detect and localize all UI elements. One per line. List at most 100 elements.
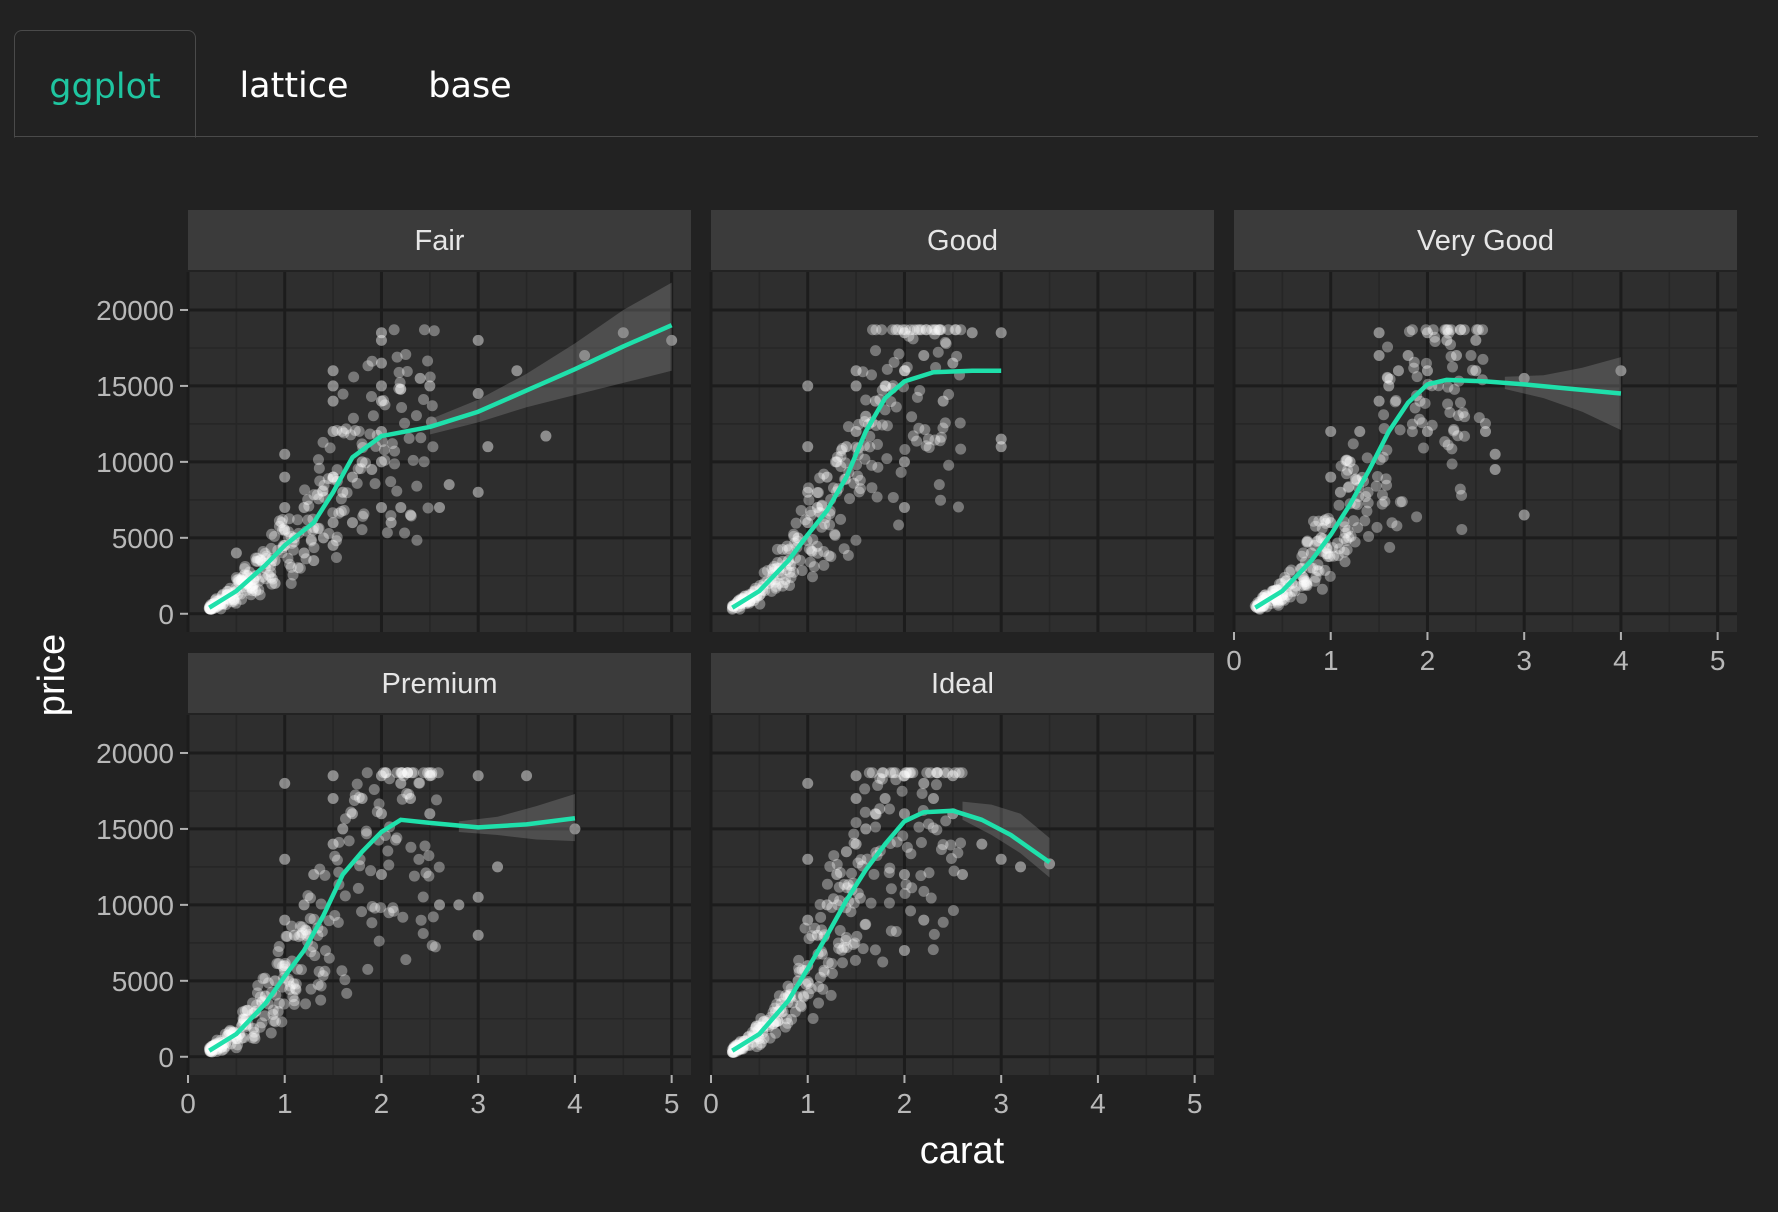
data-point — [934, 435, 946, 447]
data-point — [327, 380, 339, 392]
data-point — [338, 504, 350, 516]
tab-lattice[interactable]: lattice — [239, 66, 349, 106]
data-point — [838, 879, 850, 891]
data-point — [955, 837, 967, 849]
data-point — [424, 380, 436, 392]
data-point — [855, 854, 867, 866]
data-point — [482, 441, 494, 453]
data-point — [892, 324, 904, 336]
data-point — [337, 823, 349, 835]
data-point — [954, 417, 966, 429]
data-point — [949, 324, 961, 336]
data-point — [876, 773, 888, 785]
data-point — [292, 514, 304, 526]
data-point — [935, 431, 947, 443]
data-point — [825, 551, 837, 563]
data-point — [472, 929, 484, 941]
data-point — [262, 977, 274, 989]
data-point — [472, 486, 484, 498]
data-point — [283, 513, 295, 525]
data-point — [907, 333, 919, 345]
data-point — [781, 1013, 793, 1025]
data-point — [1414, 395, 1426, 407]
data-point — [1445, 339, 1457, 351]
data-point — [1477, 353, 1489, 365]
data-point — [369, 902, 381, 914]
data-point — [818, 966, 830, 978]
data-point — [1342, 464, 1354, 476]
data-point — [1376, 498, 1388, 510]
data-point — [919, 424, 931, 436]
data-point — [395, 383, 407, 395]
data-point — [755, 1012, 767, 1024]
data-point — [401, 365, 413, 377]
data-point — [277, 514, 289, 526]
data-point — [853, 418, 865, 430]
data-point — [311, 489, 323, 501]
data-point — [327, 471, 339, 483]
data-point — [1340, 468, 1352, 480]
data-point — [811, 540, 823, 552]
data-point — [267, 573, 279, 585]
data-point — [900, 879, 912, 891]
data-point — [375, 456, 387, 468]
tab-bar: ggplot lattice base — [0, 0, 1778, 140]
data-point — [1344, 456, 1356, 468]
data-point — [830, 456, 842, 468]
data-point — [995, 441, 1007, 453]
data-point — [1384, 373, 1396, 385]
data-point — [317, 485, 329, 497]
data-point — [806, 546, 818, 558]
data-point — [1444, 406, 1456, 418]
data-point — [937, 916, 949, 928]
data-point — [825, 989, 837, 1001]
data-point — [313, 966, 325, 977]
tab-ggplot[interactable]: ggplot — [14, 30, 196, 138]
data-point — [245, 589, 257, 601]
data-point — [1420, 357, 1432, 369]
data-point — [300, 924, 312, 936]
data-point — [870, 324, 882, 336]
data-point — [298, 547, 310, 559]
data-point — [929, 434, 941, 446]
data-point — [1318, 515, 1330, 527]
data-point — [1445, 324, 1457, 336]
y-tick-label: 5000 — [112, 523, 174, 554]
data-point — [276, 1016, 288, 1028]
data-point — [883, 897, 895, 909]
data-point — [333, 507, 345, 519]
data-point — [382, 845, 394, 857]
data-point — [424, 808, 436, 820]
x-axis-title: carat — [920, 1130, 1005, 1172]
data-point — [279, 960, 291, 972]
data-point — [850, 380, 862, 392]
data-point — [237, 1006, 249, 1018]
data-point — [898, 770, 910, 782]
data-point — [871, 438, 883, 450]
data-point — [389, 458, 401, 470]
data-point — [472, 334, 484, 346]
data-point — [305, 983, 317, 995]
data-point — [826, 901, 838, 913]
data-point — [874, 772, 886, 784]
data-point — [238, 1032, 250, 1044]
data-point — [847, 938, 859, 950]
data-point — [995, 853, 1007, 865]
data-point — [296, 927, 308, 939]
data-point — [942, 324, 954, 336]
data-point — [899, 324, 911, 336]
data-point — [1470, 334, 1482, 346]
data-point — [897, 830, 909, 842]
data-point — [228, 593, 240, 605]
data-point — [398, 770, 410, 782]
data-point — [323, 527, 335, 539]
data-point — [356, 793, 368, 805]
y-tick-label: 15000 — [96, 814, 174, 845]
tab-base[interactable]: base — [428, 66, 512, 106]
data-point — [1427, 324, 1439, 336]
data-point — [754, 598, 766, 610]
smooth-line — [731, 808, 1051, 1053]
data-point — [368, 783, 380, 795]
data-point — [833, 881, 845, 893]
data-point — [848, 837, 860, 849]
